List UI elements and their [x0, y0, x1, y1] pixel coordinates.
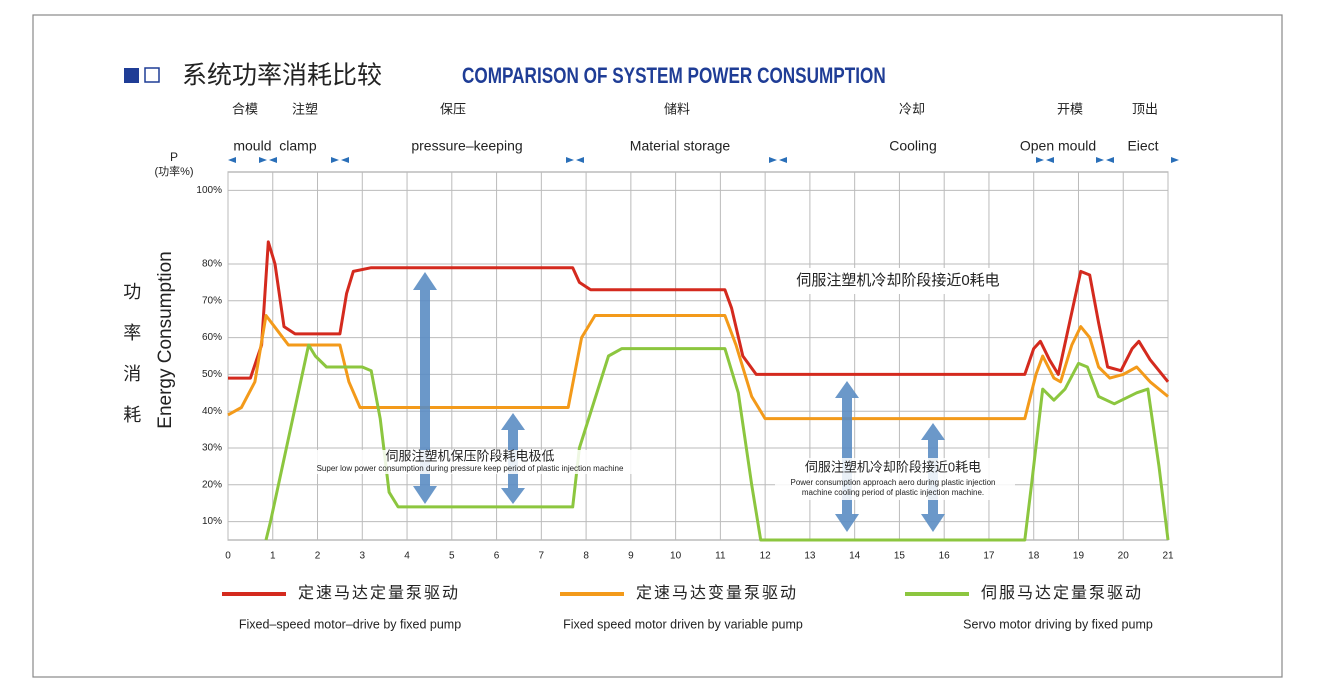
annotation-bg — [775, 458, 1015, 500]
legend-description: Fixed speed motor driven by variable pum… — [563, 617, 803, 631]
x-tick-label: 1 — [270, 551, 276, 562]
y-label-unit: (功率%) — [154, 164, 193, 178]
x-tick-label: 10 — [670, 551, 682, 562]
phase-marker — [769, 157, 777, 163]
phase-label-cn: 注塑 — [292, 101, 318, 116]
phase-marker — [1106, 157, 1114, 163]
annotation-bg — [300, 450, 642, 474]
y-tick-label: 10% — [202, 516, 222, 527]
phase-label-cn: 冷却 — [899, 101, 925, 116]
x-tick-label: 12 — [760, 551, 772, 562]
x-tick-label: 6 — [494, 551, 500, 562]
arrow — [921, 423, 945, 440]
x-tick-label: 19 — [1073, 551, 1085, 562]
phase-marker — [576, 157, 584, 163]
legend-description: Servo motor driving by fixed pump — [963, 617, 1153, 631]
phase-label-cn: 储料 — [664, 101, 690, 116]
phase-label-en: Open mould — [1020, 138, 1096, 154]
x-tick-label: 21 — [1162, 551, 1174, 562]
phase-marker — [259, 157, 267, 163]
y-tick-label: 80% — [202, 259, 222, 270]
x-tick-label: 16 — [939, 551, 951, 562]
title-icon — [124, 68, 139, 83]
phase-label-en: pressure–keeping — [411, 138, 522, 154]
y-label-top: P — [170, 150, 178, 164]
phase-label-cn: 开模 — [1057, 101, 1083, 116]
x-tick-label: 20 — [1118, 551, 1130, 562]
x-tick-label: 4 — [404, 551, 410, 562]
lines — [227, 240, 1170, 542]
x-tick-label: 15 — [894, 551, 906, 562]
phase-marker — [779, 157, 787, 163]
y-tick-label: 30% — [202, 443, 222, 454]
y-tick-label: 60% — [202, 332, 222, 343]
phase-marker — [269, 157, 277, 163]
arrow — [842, 396, 852, 516]
arrow — [413, 272, 437, 290]
series-line — [264, 343, 1170, 542]
arrow — [501, 488, 525, 504]
chart-title: 系统功率消耗比较 — [182, 62, 382, 90]
phase-label-cn: 保压 — [440, 101, 466, 116]
arrow — [420, 288, 430, 488]
series-line — [227, 314, 1169, 421]
phase-label-en: Cooling — [889, 138, 936, 154]
x-tick-label: 7 — [539, 551, 545, 562]
phase-marker — [1171, 157, 1179, 163]
y-tick-label: 20% — [202, 479, 222, 490]
y-tick-label: 50% — [202, 369, 222, 380]
y-tick-label: 100% — [196, 185, 222, 196]
phase-marker — [1096, 157, 1104, 163]
x-tick-label: 8 — [583, 551, 589, 562]
annotation: 伺服注塑机保压阶段耗电极低 — [385, 448, 554, 463]
arrow — [835, 514, 859, 532]
phase-marker — [566, 157, 574, 163]
x-tick-label: 3 — [360, 551, 366, 562]
annotation: 伺服注塑机冷却阶段接近0耗电 — [796, 272, 999, 289]
x-tick-label: 9 — [628, 551, 634, 562]
x-tick-label: 18 — [1028, 551, 1040, 562]
series-line — [228, 240, 1170, 383]
x-tick-label: 13 — [804, 551, 816, 562]
arrow — [413, 486, 437, 504]
y-label-cn: 功率消耗 — [121, 282, 141, 446]
phase-marker — [341, 157, 349, 163]
phase-marker — [1036, 157, 1044, 163]
annotation-bg — [770, 268, 1030, 294]
x-tick-label: 2 — [315, 551, 321, 562]
annotation: Power consumption approach aero during p… — [790, 478, 995, 487]
phase-label-en: Material storage — [630, 138, 731, 154]
x-tick-label: 5 — [449, 551, 455, 562]
legend-description: Fixed–speed motor–drive by fixed pump — [239, 617, 461, 631]
annotation: machine cooling period of plastic inject… — [802, 488, 984, 497]
x-tick-label: 0 — [225, 551, 231, 562]
arrow — [921, 514, 945, 532]
phase-marker — [228, 157, 236, 163]
arrow — [835, 381, 859, 398]
chart-subtitle: COMPARISON OF SYSTEM POWER CONSUMPTION — [462, 64, 886, 89]
y-label-en: Energy Consumption — [155, 251, 176, 428]
legend-label: 定速马达定量泵驱动 — [298, 584, 460, 602]
annotation: 伺服注塑机冷却阶段接近0耗电 — [805, 459, 981, 474]
x-tick-label: 17 — [983, 551, 995, 562]
legend-label: 伺服马达定量泵驱动 — [981, 584, 1143, 602]
arrow — [501, 413, 525, 430]
phase-marker — [331, 157, 339, 163]
title-icon — [144, 67, 160, 83]
phase-label-cn: 合模 — [232, 101, 258, 116]
legend-label: 定速马达变量泵驱动 — [636, 584, 798, 602]
y-tick-label: 40% — [202, 406, 222, 417]
phase-label-cn: 顶出 — [1132, 101, 1158, 116]
phase-marker — [1046, 157, 1054, 163]
x-tick-label: 14 — [849, 551, 861, 562]
y-tick-label: 70% — [202, 295, 222, 306]
phase-label-en: mould clamp — [233, 138, 316, 154]
phase-label-en: Eiect — [1127, 138, 1158, 154]
x-tick-label: 11 — [715, 551, 726, 562]
annotation: Super low power consumption during press… — [317, 464, 624, 473]
